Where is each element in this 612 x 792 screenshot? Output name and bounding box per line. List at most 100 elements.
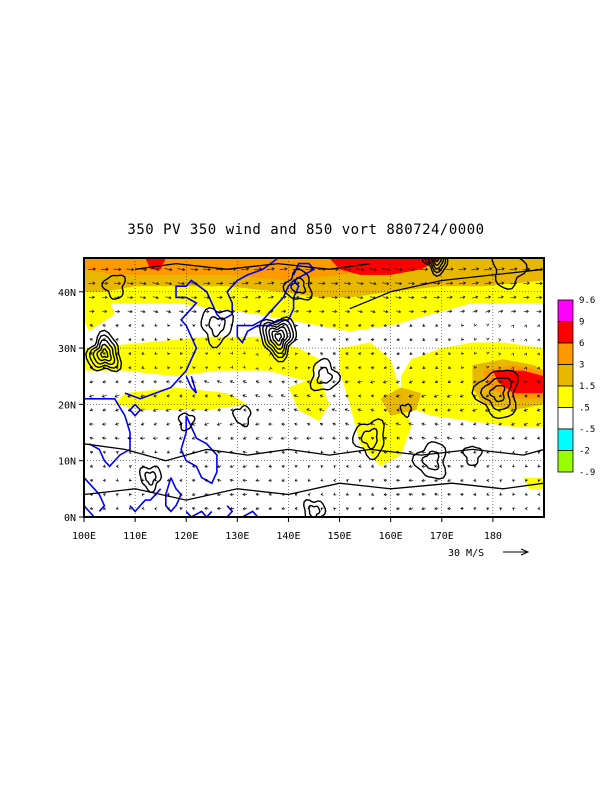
wind-vector: [459, 295, 466, 299]
wind-vector: [217, 337, 221, 341]
lon-tick-label: 100E: [72, 531, 96, 542]
wind-vector: [486, 351, 490, 355]
wind-vector: [435, 352, 439, 355]
wind-vector: [524, 366, 528, 370]
vector-reference-label: 30 M/S: [448, 548, 484, 559]
wind-vector: [332, 309, 338, 314]
wind-vector: [255, 324, 259, 329]
wind-vector: [357, 366, 362, 370]
wind-vector: [128, 493, 132, 497]
vorticity-contour: [84, 482, 544, 501]
wind-vector: [358, 492, 362, 496]
wind-vector: [395, 450, 401, 454]
wind-vector: [102, 493, 106, 497]
wind-vector: [461, 365, 465, 369]
vorticity-contour: [99, 348, 109, 359]
wind-vector: [115, 478, 119, 482]
wind-vector: [293, 309, 300, 314]
wind-vector: [305, 267, 314, 271]
wind-vector: [154, 478, 158, 482]
wind-vector: [485, 436, 490, 440]
vorticity-contour: [471, 369, 519, 420]
wind-vector: [192, 338, 196, 342]
wind-vector: [191, 422, 196, 426]
wind-vector: [434, 408, 439, 412]
wind-vector: [395, 422, 401, 426]
wind-vector: [230, 337, 233, 341]
wind-vector: [484, 267, 493, 271]
wind-vector: [447, 464, 452, 468]
wind-vector: [496, 267, 505, 271]
wind-vector: [166, 450, 171, 454]
wind-vector: [268, 450, 273, 454]
wind-vector: [358, 507, 362, 511]
wind-vector: [101, 295, 108, 300]
wind-vector: [499, 479, 503, 483]
wind-vector: [281, 408, 286, 412]
wind-vector: [242, 337, 246, 341]
lat-tick-label: 40N: [58, 288, 76, 299]
wind-vector: [154, 493, 158, 497]
wind-vector: [102, 324, 107, 328]
wind-vector: [407, 267, 416, 272]
wind-vector: [408, 309, 415, 314]
wind-vector: [345, 394, 349, 398]
wind-vector: [383, 492, 388, 497]
wind-vector: [421, 492, 426, 496]
wind-vector: [305, 281, 313, 285]
wind-vector: [215, 267, 224, 271]
wind-vector: [320, 338, 324, 342]
wind-vector: [333, 450, 337, 454]
wind-vector: [242, 478, 248, 483]
wind-vector: [525, 479, 529, 483]
wind-vector: [268, 422, 273, 426]
wind-vector: [242, 323, 246, 327]
wind-vector: [255, 464, 260, 468]
wind-vector: [523, 309, 530, 314]
vorticity-contour: [462, 445, 483, 466]
wind-vector: [229, 309, 236, 314]
wind-vector: [152, 295, 159, 300]
colorbar-label: -.5: [579, 425, 595, 435]
wind-vector: [204, 464, 209, 468]
wind-vector: [178, 380, 184, 384]
wind-vector: [458, 281, 467, 285]
wind-vector: [179, 337, 184, 342]
wind-vector: [382, 422, 388, 426]
wind-vector: [102, 408, 107, 412]
coastline: [185, 375, 198, 394]
wind-vector: [230, 323, 233, 327]
wind-vector: [230, 365, 233, 369]
wind-vector: [115, 366, 119, 370]
wind-vector: [320, 492, 324, 496]
wind-vector: [217, 436, 221, 440]
wind-vector: [152, 281, 160, 286]
wind-vector: [114, 436, 120, 440]
wind-vector: [319, 422, 324, 426]
wind-vector: [497, 295, 504, 299]
wind-vector: [126, 281, 134, 286]
wind-vector: [421, 394, 427, 398]
wind-vector: [536, 352, 541, 356]
wind-vector: [153, 394, 158, 398]
colorbar-label: 9.6: [579, 296, 595, 306]
wind-vector: [422, 351, 426, 355]
wind-vector: [498, 394, 503, 398]
wind-vector: [128, 465, 132, 469]
wind-vector: [154, 450, 158, 454]
vorticity-contour: [271, 329, 286, 346]
wind-vector: [485, 394, 490, 398]
wind-vector: [204, 422, 209, 426]
wind-vector: [369, 295, 377, 300]
wind-vector: [511, 394, 515, 398]
wind-vector: [522, 281, 530, 285]
wind-vector: [486, 478, 490, 483]
wind-vector: [497, 408, 503, 412]
wind-vector: [344, 309, 351, 314]
wind-vector: [127, 436, 133, 440]
coastline: [242, 510, 259, 517]
wind-vector: [498, 366, 502, 370]
vorticity-contour: [349, 268, 544, 310]
wind-vector: [498, 422, 503, 426]
vorticity-contour: [274, 332, 282, 342]
